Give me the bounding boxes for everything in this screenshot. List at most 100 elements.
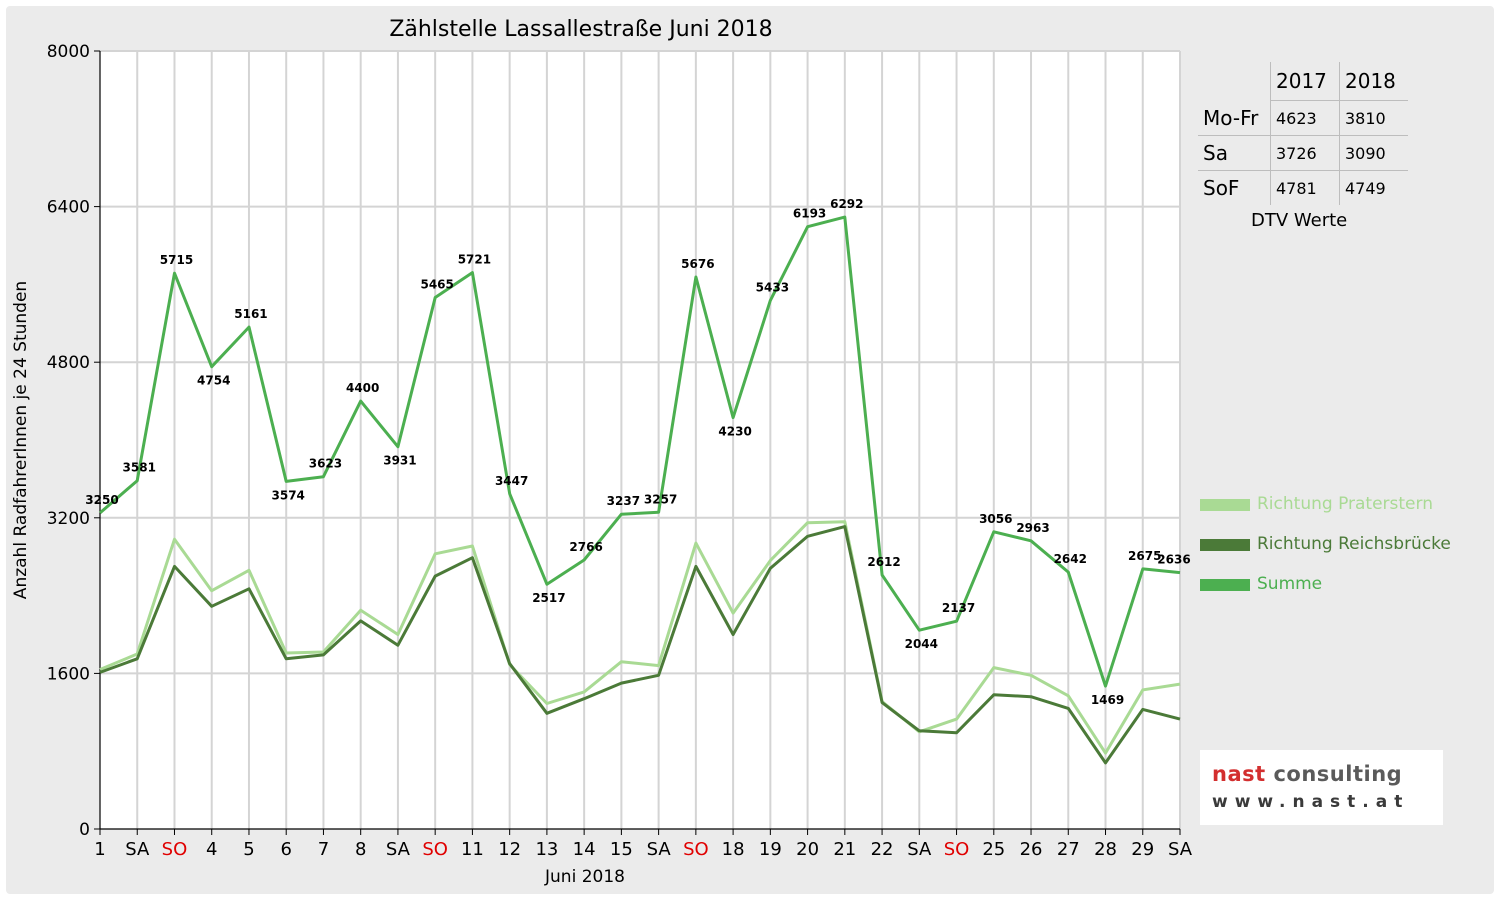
series-line-richtung-reichsbr-cke <box>99 525 1181 765</box>
dtv-cell: 4781 <box>1270 170 1340 205</box>
dtv-cell: 4749 <box>1339 170 1408 205</box>
x-tick-label: 12 <box>498 839 521 860</box>
x-tick-label: 15 <box>610 839 633 860</box>
data-label: 2044 <box>905 637 938 651</box>
legend-swatch <box>1200 539 1250 551</box>
x-tick-label: 4 <box>206 839 217 860</box>
logo-part-nast: nast <box>1212 762 1266 786</box>
data-label: 3257 <box>644 492 677 506</box>
data-label: 5465 <box>420 278 453 292</box>
plot-area <box>100 51 1180 829</box>
x-tick-label: 14 <box>573 839 596 860</box>
x-tick-label: 21 <box>833 839 856 860</box>
x-tick-label: 22 <box>871 839 894 860</box>
data-label: 5721 <box>458 253 491 267</box>
data-label: 2963 <box>1016 521 1049 535</box>
x-tick-label: 20 <box>796 839 819 860</box>
data-labels: 3250 3581 5715 4754 5161 3574 3623 4400 3931 5465… <box>85 197 1190 707</box>
x-tick-label: 13 <box>535 839 558 860</box>
data-label: 5161 <box>234 307 267 321</box>
x-tick-label: SO <box>162 839 188 860</box>
data-label: 3250 <box>85 493 118 507</box>
y-tick-label: 6400 <box>47 198 90 218</box>
dtv-row-label: Mo-Fr <box>1198 100 1271 136</box>
dtv-cell: 3726 <box>1270 135 1340 171</box>
data-label: 2612 <box>867 555 900 569</box>
data-label: 3056 <box>979 512 1012 526</box>
series-lines <box>99 215 1181 765</box>
data-label: 3623 <box>309 457 342 471</box>
y-tick-label: 1600 <box>47 664 90 684</box>
company-logo: nast consulting www.nast.at <box>1200 750 1443 825</box>
axes <box>94 50 1181 835</box>
data-label: 6292 <box>830 197 863 211</box>
x-tick-label: 18 <box>722 839 745 860</box>
legend-swatch <box>1200 499 1250 511</box>
dtv-cell: 4623 <box>1270 100 1340 136</box>
data-label: 5715 <box>160 253 193 267</box>
x-tick-label: 7 <box>318 839 329 860</box>
x-tick-label: 27 <box>1057 839 1080 860</box>
data-label: 4400 <box>346 381 379 395</box>
x-tick-label: 28 <box>1094 839 1117 860</box>
dtv-cell: 3810 <box>1339 100 1408 136</box>
data-label: 3237 <box>607 494 640 508</box>
dtv-table: 2017 2018 Mo-Fr 4623 3810 Sa 3726 3090 S… <box>1198 62 1408 205</box>
x-tick-label: SA <box>907 839 932 860</box>
dtv-header-2017: 2017 <box>1270 62 1340 101</box>
data-label: 6193 <box>793 207 826 221</box>
x-tick-label: 19 <box>759 839 782 860</box>
series-line-summe <box>99 215 1181 688</box>
y-tick-labels: 0 1600 3200 4800 6400 8000 <box>47 42 90 840</box>
dtv-row-label: Sa <box>1198 135 1271 171</box>
logo-part-consulting: consulting <box>1273 762 1403 786</box>
x-axis-label: Juni 2018 <box>544 867 625 887</box>
x-tick-label: SO <box>944 839 970 860</box>
data-label: 2137 <box>942 601 975 615</box>
x-tick-label: 1 <box>94 839 105 860</box>
data-label: 2766 <box>569 540 602 554</box>
x-tick-label: 29 <box>1131 839 1154 860</box>
legend-label: Richtung Praterstern <box>1257 494 1433 514</box>
x-tick-label: 26 <box>1020 839 1043 860</box>
dtv-row-label: SoF <box>1203 176 1240 200</box>
legend-label: Richtung Reichsbrücke <box>1257 534 1451 554</box>
data-label: 4754 <box>197 374 230 388</box>
data-label: 5433 <box>756 281 789 295</box>
x-tick-label: 11 <box>461 839 484 860</box>
data-label: 3447 <box>495 474 528 488</box>
dtv-cell: 3090 <box>1339 135 1408 171</box>
data-label: 2517 <box>532 591 565 605</box>
logo-brand: nast consulting <box>1212 762 1402 786</box>
data-label: 2642 <box>1054 552 1087 566</box>
y-tick-label: 8000 <box>47 42 90 62</box>
series-line-richtung-praterstern <box>99 520 1181 755</box>
dtv-header-2018: 2018 <box>1339 62 1408 101</box>
data-label: 2636 <box>1157 553 1190 567</box>
data-label: 3581 <box>123 461 156 475</box>
x-tick-label: 25 <box>982 839 1005 860</box>
x-tick-label: SA <box>647 839 672 860</box>
x-tick-label: SA <box>1168 839 1193 860</box>
data-label: 4230 <box>718 425 751 439</box>
data-label: 5676 <box>681 257 714 271</box>
y-tick-label: 0 <box>79 820 90 840</box>
gridlines <box>100 50 1181 829</box>
x-tick-label: SA <box>386 839 411 860</box>
data-label: 3931 <box>383 454 416 468</box>
x-tick-label: 6 <box>280 839 291 860</box>
data-label: 1469 <box>1091 693 1124 707</box>
y-axis-label: Anzahl RadfahrerInnen je 24 Stunden <box>11 281 31 599</box>
x-tick-label: 8 <box>355 839 366 860</box>
x-tick-label: SA <box>125 839 150 860</box>
x-tick-labels: 1 SA SO 4 5 6 7 8 SA SO 11 12 13 14 15 SA SO 18 19 20 21 22 SA… <box>94 839 1192 860</box>
legend-swatch <box>1200 579 1250 591</box>
logo-url: www.nast.at <box>1212 792 1410 812</box>
y-tick-label: 3200 <box>47 509 90 529</box>
chart-title: Zählstelle Lassallestraße Juni 2018 <box>389 17 772 42</box>
data-label: 2675 <box>1128 549 1161 563</box>
dtv-caption: DTV Werte <box>1251 210 1348 231</box>
data-label: 3574 <box>272 488 305 502</box>
x-tick-label: 5 <box>243 839 254 860</box>
